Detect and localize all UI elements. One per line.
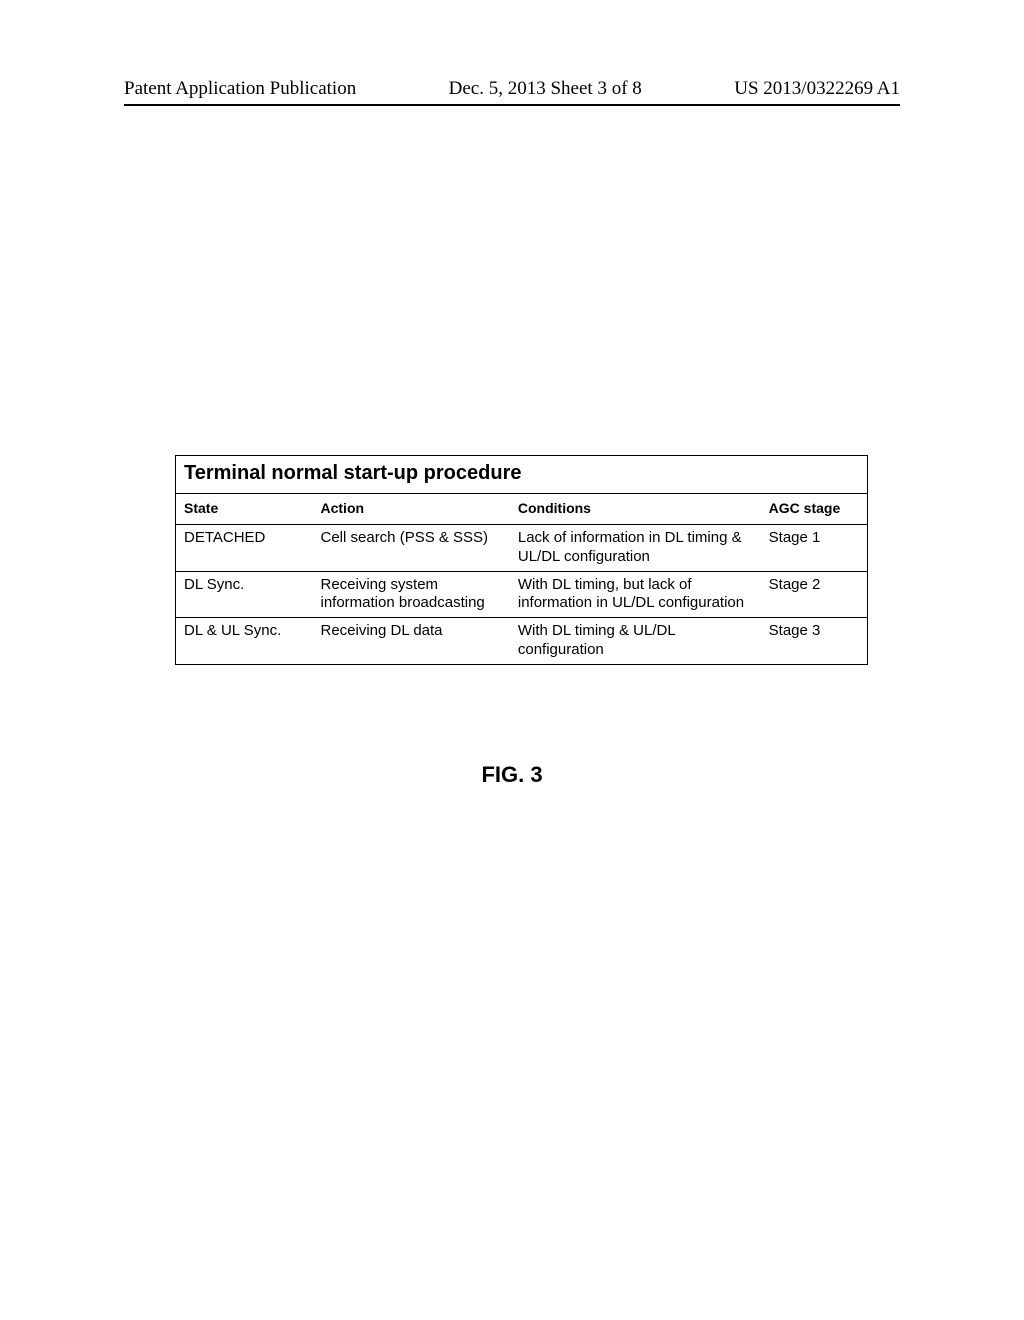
cell-action: Receiving DL data (313, 618, 510, 665)
col-header-action: Action (313, 494, 510, 525)
col-header-conditions: Conditions (510, 494, 761, 525)
cell-action: Receiving system information broadcastin… (313, 571, 510, 618)
figure-content: Terminal normal start-up procedure State… (175, 455, 868, 665)
figure-label: FIG. 3 (0, 762, 1024, 788)
table-header-row: State Action Conditions AGC stage (176, 494, 868, 525)
header-right: US 2013/0322269 A1 (734, 78, 900, 100)
cell-agc: Stage 2 (761, 571, 868, 618)
table-title-row: Terminal normal start-up procedure (176, 456, 868, 494)
col-header-agc: AGC stage (761, 494, 868, 525)
cell-conditions: With DL timing, but lack of information … (510, 571, 761, 618)
cell-action: Cell search (PSS & SSS) (313, 525, 510, 572)
header-center: Dec. 5, 2013 Sheet 3 of 8 (449, 78, 642, 100)
table-row: DL Sync. Receiving system information br… (176, 571, 868, 618)
page: Patent Application Publication Dec. 5, 2… (0, 0, 1024, 1320)
page-header: Patent Application Publication Dec. 5, 2… (124, 78, 900, 100)
cell-agc: Stage 1 (761, 525, 868, 572)
col-header-state: State (176, 494, 313, 525)
table-row: DETACHED Cell search (PSS & SSS) Lack of… (176, 525, 868, 572)
cell-conditions: With DL timing & UL/DL configuration (510, 618, 761, 665)
startup-procedure-table: Terminal normal start-up procedure State… (175, 455, 868, 665)
table-title: Terminal normal start-up procedure (176, 456, 868, 494)
cell-conditions: Lack of information in DL timing & UL/DL… (510, 525, 761, 572)
cell-agc: Stage 3 (761, 618, 868, 665)
header-rule (124, 104, 900, 106)
cell-state: DL & UL Sync. (176, 618, 313, 665)
cell-state: DL Sync. (176, 571, 313, 618)
cell-state: DETACHED (176, 525, 313, 572)
table-row: DL & UL Sync. Receiving DL data With DL … (176, 618, 868, 665)
header-left: Patent Application Publication (124, 78, 356, 100)
